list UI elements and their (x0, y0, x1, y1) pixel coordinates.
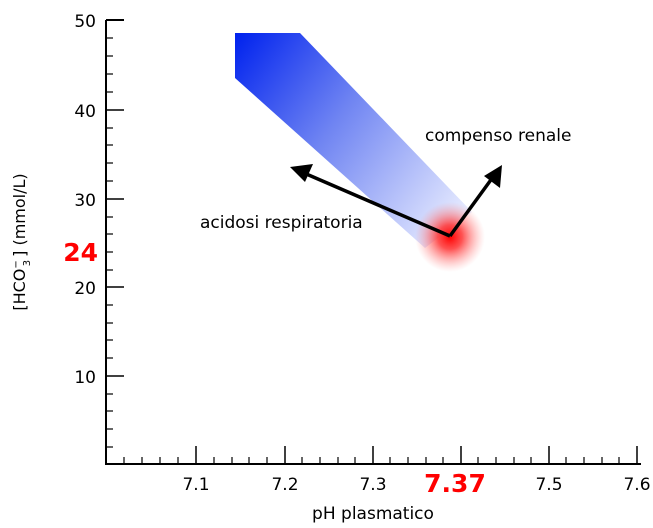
respiratory-acidosis-label: acidosi respiratoria (200, 213, 363, 233)
x-tick-label: 7.2 (271, 475, 298, 495)
x-tick-label: 7.5 (535, 475, 562, 495)
y-tick-label: 20 (74, 279, 96, 299)
x-minor-ticks (123, 457, 620, 464)
y-tick-label: 40 (74, 102, 96, 122)
y-tick-label: 50 (74, 12, 96, 32)
x-tick-label: 7.6 (623, 475, 650, 495)
normal-hco3-label: 24 (63, 238, 98, 267)
x-tick-label: 7.1 (182, 475, 209, 495)
x-tick-label: 7.3 (359, 475, 386, 495)
respiratory-acidosis-arrow (290, 164, 451, 238)
normal-point-marker (415, 202, 485, 272)
respiratory-acidosis-band (235, 33, 472, 248)
renal-compensation-arrow (448, 165, 502, 238)
x-major-ticks (195, 446, 638, 464)
y-major-ticks (106, 109, 124, 377)
y-tick-label: 30 (74, 191, 96, 211)
y-tick-labels: 50 40 30 20 10 (74, 12, 96, 388)
y-minor-ticks (106, 37, 113, 448)
y-tick-label: 10 (74, 368, 96, 388)
normal-ph-label: 7.37 (424, 469, 486, 498)
y-axis-title: [HCO−3] (mmol/L) (10, 173, 33, 310)
renal-compensation-label: compenso renale (425, 126, 571, 146)
x-axis-title: pH plasmatico (312, 504, 434, 523)
x-tick-labels: 7.1 7.2 7.3 7.5 7.6 (182, 475, 650, 495)
